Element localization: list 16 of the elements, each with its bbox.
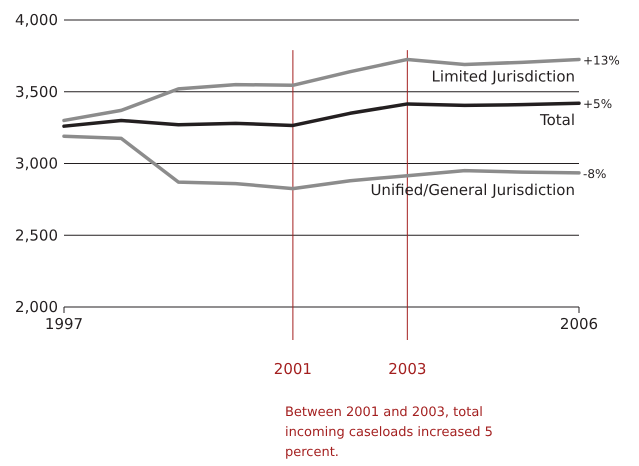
text: +13% bbox=[583, 53, 620, 68]
ref-line-label: 2001 bbox=[274, 360, 312, 378]
text: -8% bbox=[583, 166, 606, 181]
y-tick-label: 3,500 bbox=[15, 82, 58, 101]
y-tick-label: 2,500 bbox=[15, 226, 58, 244]
x-tick-label: 2006 bbox=[560, 315, 598, 333]
y-tick-label: 3,000 bbox=[15, 154, 58, 172]
series-label: Limited Jurisdiction bbox=[432, 67, 575, 86]
y-tick-label: 4,000 bbox=[15, 11, 58, 29]
ref-line-label: 2003 bbox=[388, 360, 426, 378]
text: Between 2001 and 2003, total incoming caseloads increased 5 percent. bbox=[285, 405, 493, 460]
x-tick-label: 1997 bbox=[44, 315, 84, 333]
y-tick-label: 2,000 bbox=[15, 298, 58, 316]
text: +5% bbox=[583, 97, 612, 112]
series-label: Total bbox=[538, 111, 575, 130]
line-series bbox=[62, 101, 581, 128]
